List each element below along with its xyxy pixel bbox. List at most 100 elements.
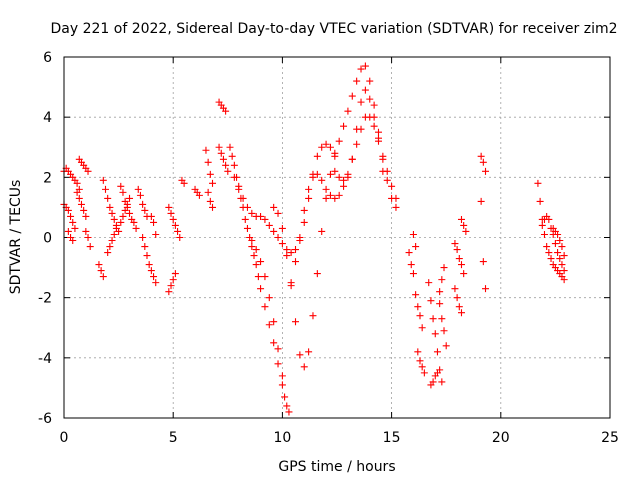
data-point — [379, 167, 387, 175]
data-point — [82, 227, 90, 235]
data-point — [123, 200, 131, 208]
data-point — [405, 249, 413, 257]
data-point — [250, 252, 258, 260]
data-point — [292, 246, 300, 254]
data-point — [150, 273, 158, 281]
data-point — [274, 345, 282, 353]
data-points — [60, 62, 568, 416]
series-track-x — [230, 140, 339, 257]
data-point — [482, 167, 490, 175]
data-point — [243, 224, 251, 232]
data-point — [222, 107, 230, 115]
data-point — [274, 234, 282, 241]
series-track-g — [95, 261, 107, 281]
data-point — [477, 197, 485, 205]
data-point — [534, 179, 542, 187]
data-point — [554, 230, 562, 238]
data-point — [388, 182, 396, 190]
data-point — [335, 191, 343, 199]
series-track-ad — [409, 230, 420, 251]
x-tick-label: 5 — [169, 430, 178, 446]
data-point — [217, 149, 225, 157]
series-track-ak — [451, 240, 468, 278]
data-point — [219, 155, 227, 163]
data-point — [436, 300, 444, 308]
series-track-n — [147, 212, 160, 238]
y-tick-label: -6 — [38, 411, 52, 427]
series-track-i — [104, 224, 120, 257]
data-point — [287, 249, 295, 257]
data-point — [353, 125, 361, 133]
data-point — [438, 315, 446, 323]
data-point — [558, 261, 566, 269]
data-point — [64, 227, 72, 235]
data-point — [278, 224, 286, 232]
data-point — [318, 176, 326, 184]
series-track-p — [165, 203, 184, 241]
data-point — [206, 170, 214, 178]
data-point — [453, 294, 461, 302]
data-point — [71, 224, 79, 232]
data-point — [73, 179, 81, 187]
data-point — [436, 288, 444, 296]
data-point — [305, 185, 313, 193]
data-point — [119, 212, 127, 220]
data-point — [420, 369, 428, 377]
data-point — [104, 249, 112, 257]
data-point — [119, 188, 127, 196]
data-point — [265, 221, 273, 229]
series-track-f — [82, 227, 94, 251]
data-point — [366, 95, 374, 103]
y-tick-label: -2 — [38, 291, 52, 307]
data-point — [451, 285, 459, 293]
data-point — [147, 212, 155, 220]
y-axis-label: SDTVAR / TECUs — [8, 180, 24, 295]
data-point — [75, 194, 83, 202]
data-point — [252, 246, 260, 254]
data-point — [300, 363, 308, 371]
data-point — [370, 101, 378, 109]
data-point — [287, 279, 295, 287]
data-point — [281, 393, 289, 401]
data-point — [224, 167, 232, 175]
data-point — [167, 282, 175, 290]
data-point — [270, 318, 278, 326]
series-track-an — [477, 197, 490, 293]
data-point — [141, 243, 149, 251]
data-point — [457, 309, 465, 317]
series-track-aj — [451, 285, 465, 317]
x-tick-labels: 0 5 10 15 20 25 — [60, 430, 619, 446]
series-track-ap — [538, 212, 568, 275]
data-point — [438, 378, 446, 386]
series-track-s — [202, 146, 217, 187]
data-point — [453, 246, 461, 254]
data-point — [409, 230, 417, 238]
data-point — [418, 363, 426, 371]
data-point — [117, 182, 125, 190]
data-point — [357, 98, 365, 106]
data-point — [318, 143, 326, 151]
plot-frame — [63, 56, 611, 419]
data-point — [322, 185, 330, 193]
data-point — [547, 255, 555, 263]
data-point — [206, 197, 214, 205]
y-tick-labels: -6 -4 -2 0 2 4 6 — [38, 50, 52, 427]
data-point — [309, 173, 317, 181]
data-point — [340, 122, 348, 130]
data-point — [536, 197, 544, 205]
series-track-ag — [425, 279, 446, 386]
series-track-m — [139, 234, 160, 287]
data-point — [257, 285, 265, 293]
data-point — [257, 212, 265, 220]
data-point — [152, 230, 160, 238]
data-point — [222, 161, 230, 169]
data-point — [139, 234, 147, 241]
data-point — [418, 324, 426, 332]
data-point — [558, 243, 566, 251]
data-point — [357, 65, 365, 73]
data-point — [110, 230, 118, 238]
chart-title: Day 221 of 2022, Sidereal Day-to-day VTE… — [51, 21, 618, 37]
y-tick-label: 6 — [43, 50, 52, 66]
data-point — [296, 234, 304, 241]
data-point — [82, 212, 90, 220]
